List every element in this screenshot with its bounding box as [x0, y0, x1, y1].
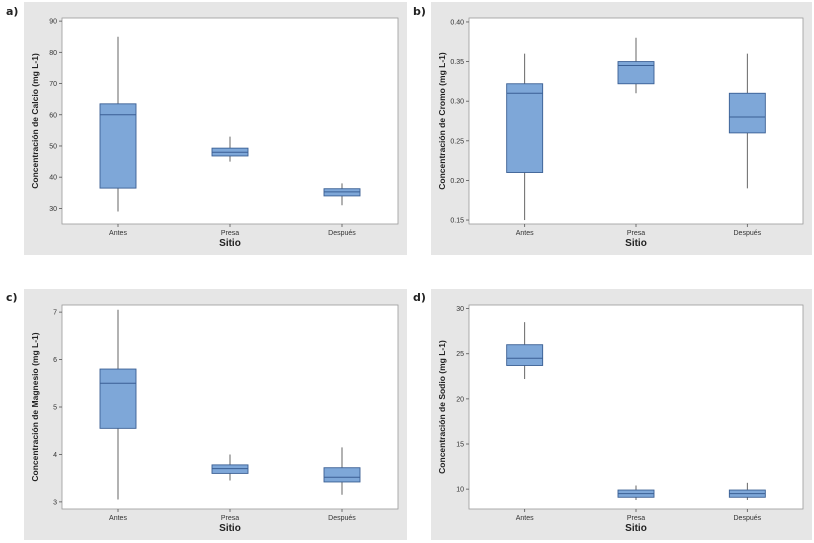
chart-calcio: 30 40 50 60 70 80 90 Antes Presa Después Sitio Conc…: [24, 2, 407, 255]
y-tick-label: 20: [456, 396, 464, 403]
y-axis-label: Concentración de Cromo (mg L-1): [437, 52, 447, 190]
y-tick-label: 60: [49, 112, 57, 119]
chart-cromo: 0.15 0.20 0.25 0.30 0.35 0.40 Antes Presa Despué…: [431, 2, 812, 255]
y-axis-label: Concentración de Sodio (mg L-1): [437, 340, 447, 474]
x-tick-label: Antes: [109, 515, 127, 522]
y-tick-label: 5: [53, 405, 57, 412]
x-axis-label: Sitio: [219, 238, 241, 249]
box-antes: [506, 344, 544, 366]
y-tick-label: 4: [53, 452, 57, 459]
y-tick-label: 25: [456, 351, 464, 358]
panel-label-c: c): [6, 291, 18, 304]
chart-magnesio: 3 4 5 6 7 Antes Presa Después Sitio Concentración…: [24, 289, 407, 540]
x-tick-label: Antes: [516, 230, 534, 237]
x-tick-label: Antes: [516, 515, 534, 522]
y-tick-label: 30: [456, 306, 464, 313]
x-tick-label: Después: [328, 515, 356, 522]
x-tick-label: Presa: [221, 515, 239, 522]
x-tick-label: Presa: [627, 230, 645, 237]
y-tick-label: 80: [49, 50, 57, 57]
y-tick-label: 50: [49, 143, 57, 150]
y-tick-label: 70: [49, 81, 57, 88]
y-tick-label: 7: [53, 310, 57, 317]
x-tick-label: Presa: [221, 230, 239, 237]
y-tick-label: 0.25: [450, 138, 464, 145]
x-axis-label: Sitio: [625, 523, 647, 534]
x-tick-label: Después: [328, 230, 356, 237]
x-tick-label: Después: [734, 230, 762, 237]
y-axis-label: Concentración de Calcio (mg L-1): [30, 53, 40, 189]
box-antes: [506, 83, 544, 173]
x-axis-label: Sitio: [219, 523, 241, 534]
box-después: [728, 92, 766, 134]
x-tick-label: Después: [734, 515, 762, 522]
y-tick-label: 10: [456, 487, 464, 494]
y-tick-label: 30: [49, 206, 57, 213]
plot-area: [468, 304, 804, 510]
x-axis-label: Sitio: [625, 238, 647, 249]
y-tick-label: 0.30: [450, 99, 464, 106]
y-tick-label: 0.35: [450, 59, 464, 66]
box-después: [323, 467, 361, 483]
y-tick-label: 0.40: [450, 19, 464, 26]
chart-sodio: 10 15 20 25 30 Antes Presa Después Sitio Concentr…: [431, 289, 812, 540]
x-tick-label: Antes: [109, 230, 127, 237]
y-tick-label: 6: [53, 357, 57, 364]
panel-label-a: a): [6, 5, 19, 18]
box-antes: [99, 103, 137, 189]
y-tick-label: 0.20: [450, 178, 464, 185]
box-antes: [99, 368, 137, 429]
y-tick-label: 90: [49, 19, 57, 26]
x-tick-label: Presa: [627, 515, 645, 522]
panel-label-b: b): [413, 5, 426, 18]
y-tick-label: 0.15: [450, 218, 464, 225]
y-tick-label: 15: [456, 442, 464, 449]
y-tick-label: 3: [53, 499, 57, 506]
panel-label-d: d): [413, 291, 426, 304]
box-presa: [617, 61, 655, 85]
y-tick-label: 40: [49, 175, 57, 182]
y-axis-label: Concentración de Magnesio (mg L-1): [30, 332, 40, 481]
